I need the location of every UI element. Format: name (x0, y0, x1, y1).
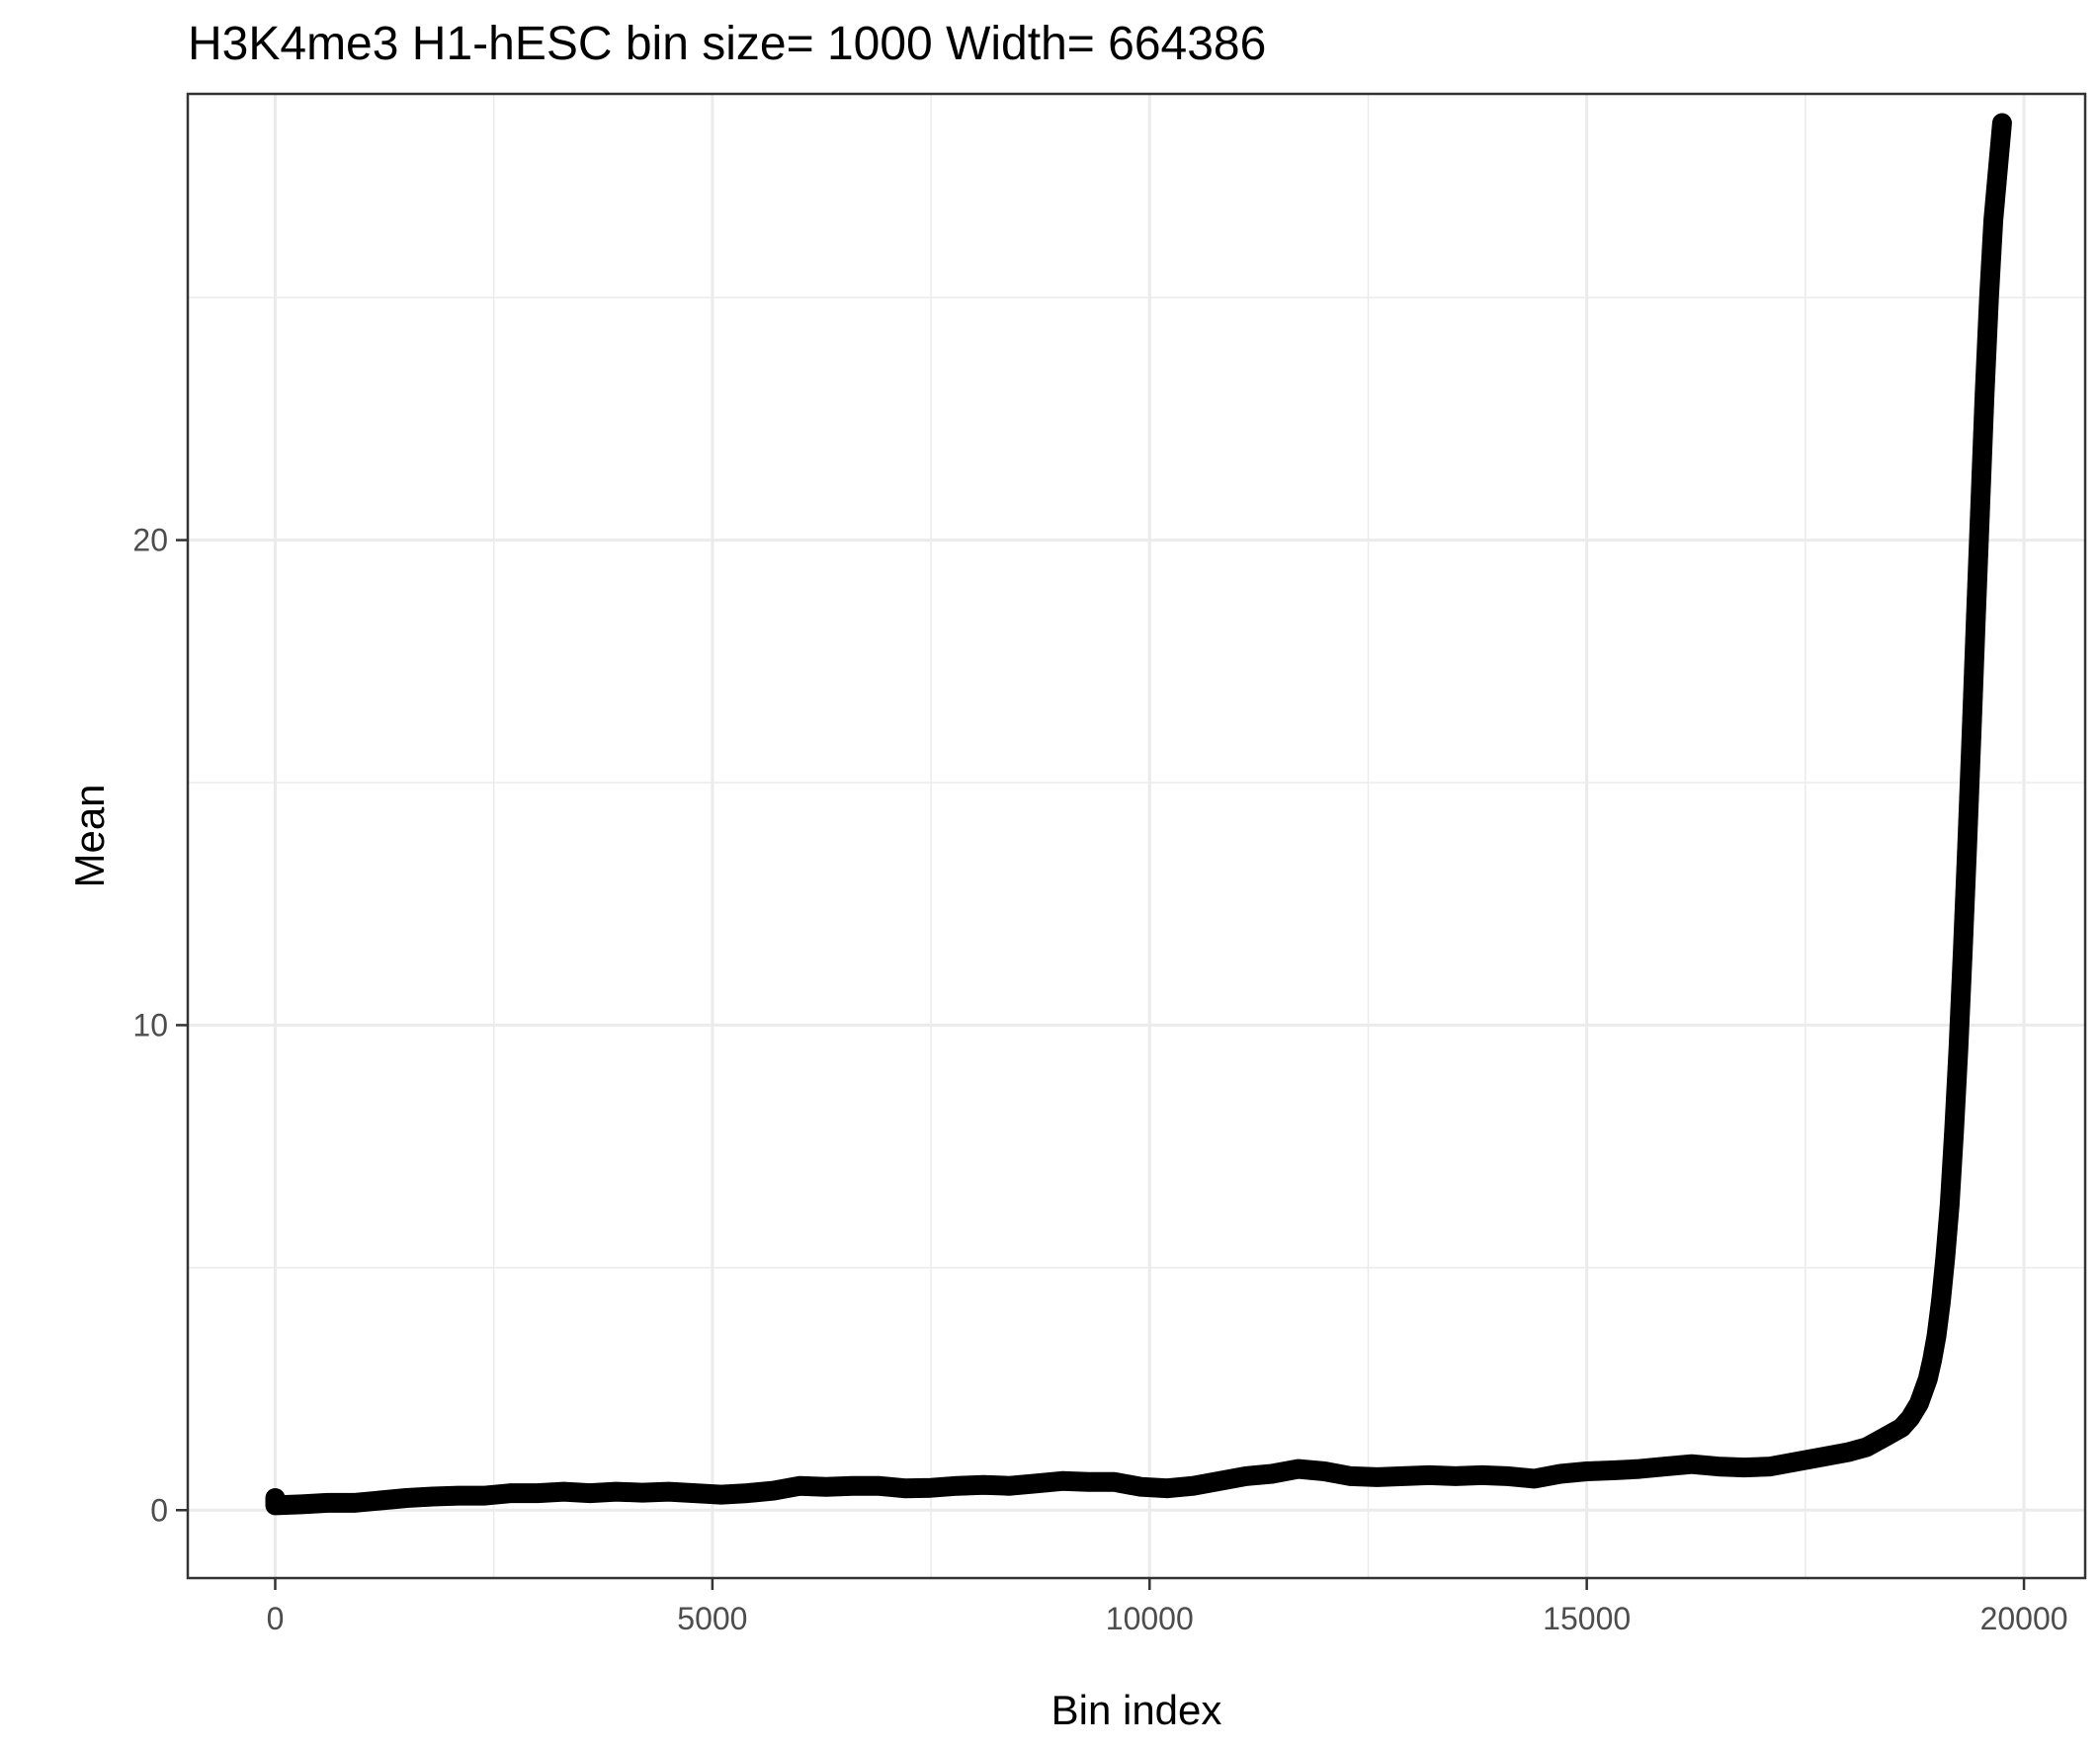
y-tick-label: 10 (132, 1007, 168, 1042)
plot-panel-border (186, 92, 2087, 1580)
x-tick-label: 20000 (1980, 1601, 2068, 1636)
x-tick-label: 10000 (1106, 1601, 1194, 1636)
y-axis-title: Mean (66, 784, 113, 887)
series-line-0 (265, 113, 2012, 1516)
x-axis-title: Bin index (1051, 1687, 1222, 1733)
x-tick-label: 15000 (1543, 1601, 1631, 1636)
series-layer (265, 113, 2012, 1516)
axes: 0 5000 10000 15000 20000 0 10 20 (132, 523, 2067, 1636)
y-tick-label: 0 (150, 1492, 168, 1528)
y-tick-label: 20 (132, 523, 168, 558)
gridlines (188, 94, 2085, 1578)
chart-title: H3K4me3 H1-hESC bin size= 1000 Width= 66… (188, 18, 1266, 70)
x-tick-label: 0 (267, 1601, 285, 1636)
x-tick-label: 5000 (677, 1601, 747, 1636)
